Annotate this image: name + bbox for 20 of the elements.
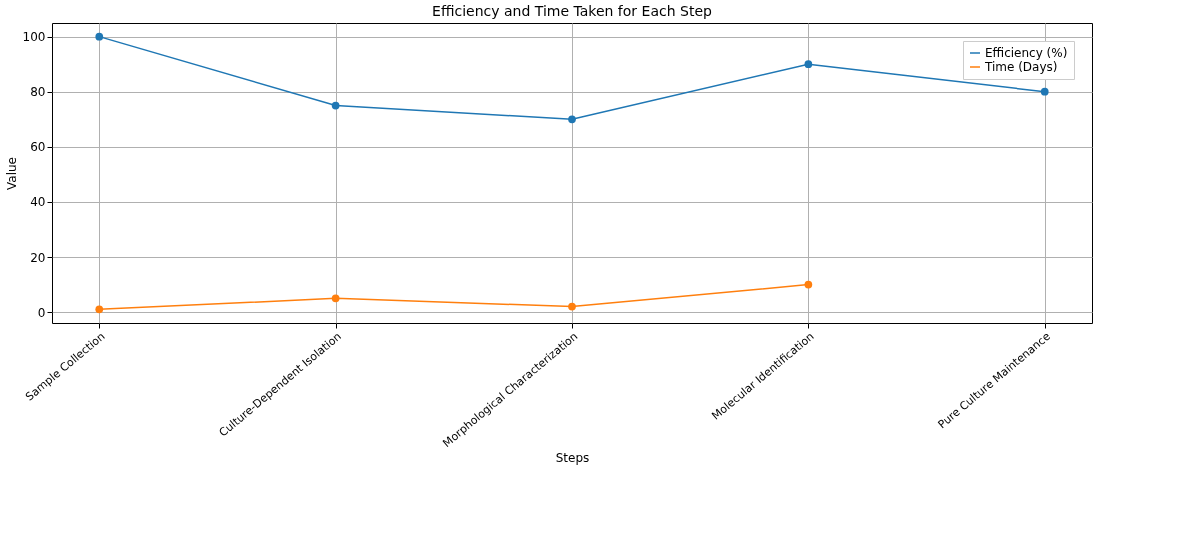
point: [95, 32, 104, 41]
point: [804, 280, 813, 289]
point: [95, 305, 104, 314]
legend-label: Efficiency (%): [985, 46, 1068, 60]
point: [1040, 87, 1049, 96]
x-axis-title: Steps: [555, 451, 590, 466]
legend-label: Time (Days): [984, 60, 1058, 74]
y-axis-title: Value: [4, 157, 19, 190]
point: [331, 101, 340, 110]
y-tick-label: 0: [37, 305, 46, 320]
y-tick-label: 20: [30, 250, 46, 265]
chart-title: Efficiency and Time Taken for Each Step: [432, 3, 712, 19]
point: [804, 60, 813, 69]
y-tick-label: 100: [22, 30, 46, 45]
point: [568, 115, 576, 124]
point: [568, 302, 576, 311]
y-tick-label: 40: [30, 195, 46, 210]
y-tick-label: 60: [30, 140, 46, 155]
point: [331, 294, 340, 303]
y-tick-label: 80: [30, 85, 46, 100]
